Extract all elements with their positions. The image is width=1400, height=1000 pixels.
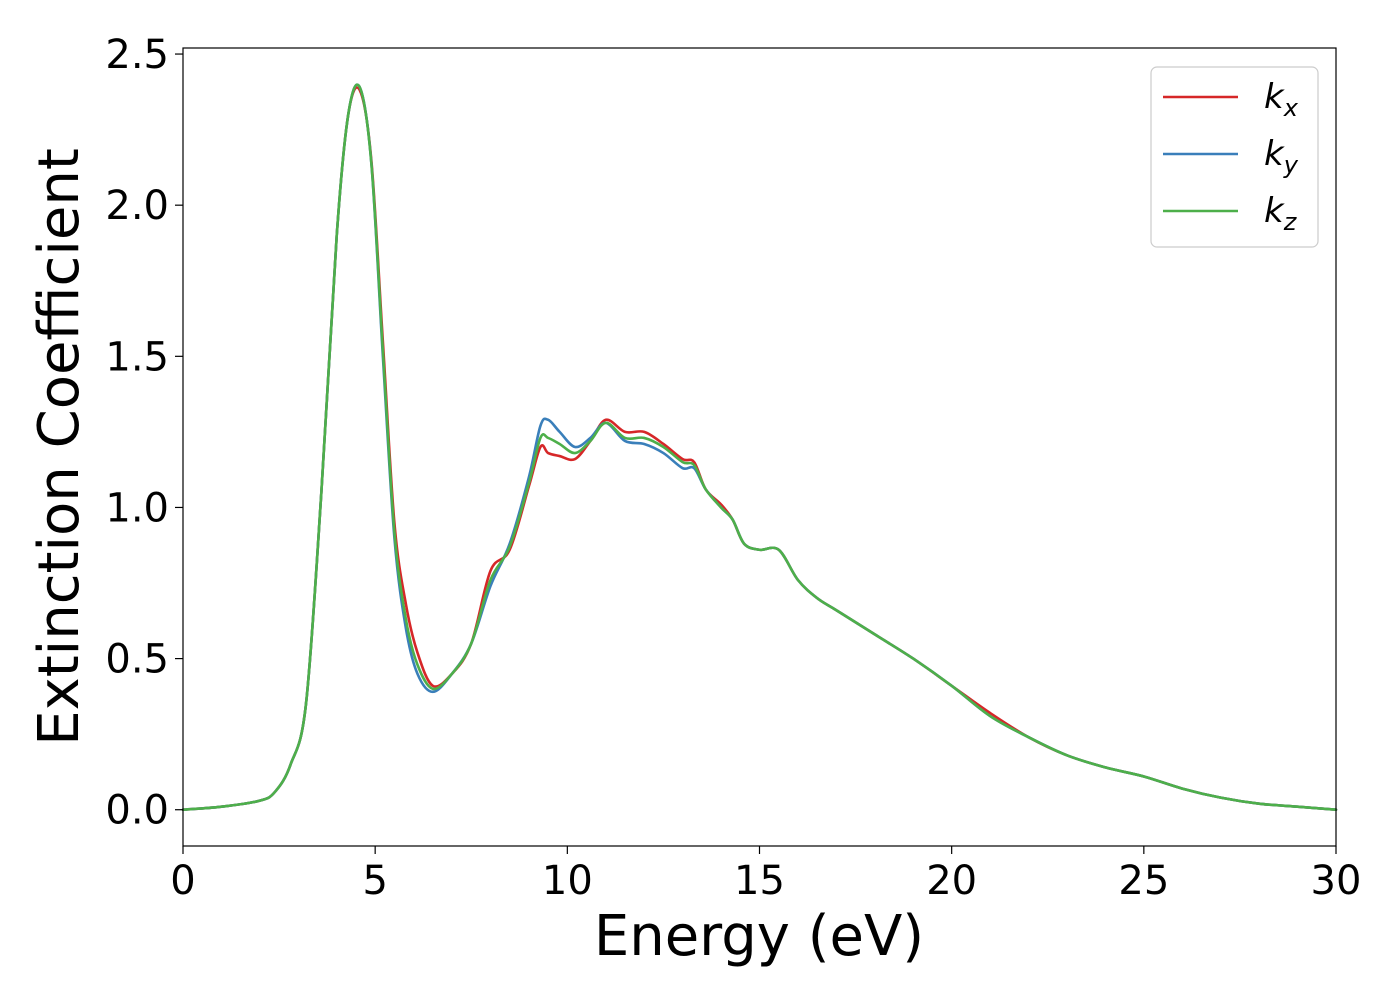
x-axis-ticks: 0 5 10 15 20 25 30 <box>170 846 1361 904</box>
legend-label-ky: ky <box>1264 134 1299 179</box>
x-tick-label: 15 <box>734 858 785 904</box>
y-tick-label: 0.5 <box>105 637 169 683</box>
y-tick-label: 1.5 <box>105 334 169 380</box>
y-tick-label: 2.0 <box>105 183 169 229</box>
y-tick-label: 0.0 <box>105 788 169 834</box>
y-axis-label: Extinction Coefficient <box>27 148 92 746</box>
y-tick-label: 1.0 <box>105 485 169 531</box>
series-line-kz <box>181 83 1338 812</box>
y-tick-label: 2.5 <box>105 32 169 78</box>
legend-label-kz: kz <box>1264 191 1298 236</box>
legend: kx ky kz <box>1150 66 1319 248</box>
x-tick-label: 10 <box>542 858 593 904</box>
series-layer <box>181 83 1338 812</box>
x-axis-label: Energy (eV) <box>594 904 924 969</box>
x-tick-label: 5 <box>362 858 387 904</box>
legend-label-kx: kx <box>1264 77 1299 122</box>
x-tick-label: 0 <box>170 858 195 904</box>
y-axis-ticks: 0.0 0.5 1.0 1.5 2.0 2.5 <box>105 32 183 834</box>
legend-box <box>1150 66 1319 248</box>
x-tick-label: 25 <box>1118 858 1169 904</box>
x-tick-label: 30 <box>1311 858 1362 904</box>
x-tick-label: 20 <box>926 858 977 904</box>
